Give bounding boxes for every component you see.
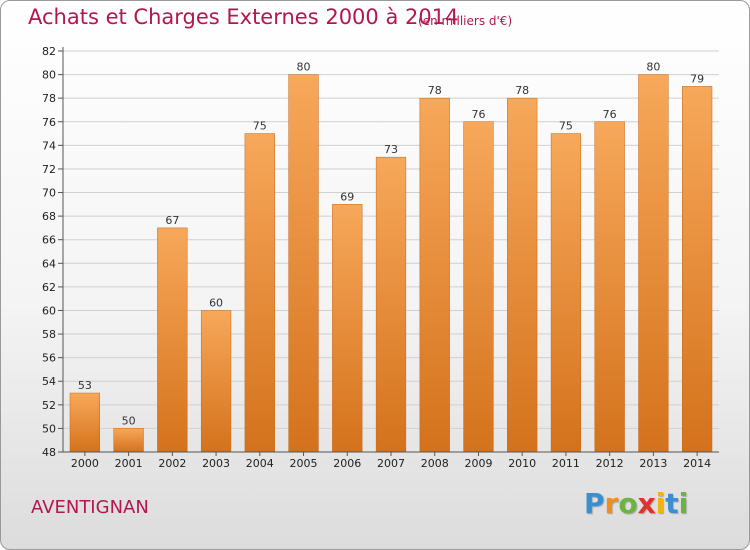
bar-2010 bbox=[507, 97, 538, 453]
y-tick-label: 48 bbox=[42, 446, 56, 459]
place-name: AVENTIGNAN bbox=[31, 497, 149, 518]
logo-letter: o bbox=[618, 487, 638, 520]
bar-2005 bbox=[288, 74, 319, 453]
logo-letter: x bbox=[637, 487, 656, 520]
data-label-2004: 75 bbox=[253, 120, 267, 133]
data-label-2001: 50 bbox=[122, 414, 136, 427]
x-tick-label: 2001 bbox=[115, 457, 143, 470]
x-tick-label: 2008 bbox=[421, 457, 449, 470]
y-tick-label: 68 bbox=[42, 210, 56, 223]
bar-2014 bbox=[682, 86, 713, 453]
y-tick-label: 60 bbox=[42, 304, 56, 317]
bar-2003 bbox=[200, 310, 232, 453]
data-label-2009: 76 bbox=[471, 108, 485, 121]
data-label-2008: 78 bbox=[428, 84, 442, 97]
x-tick-label: 2010 bbox=[508, 457, 536, 470]
bar-2009 bbox=[463, 121, 494, 453]
bar-2008 bbox=[419, 97, 450, 453]
data-label-2013: 80 bbox=[646, 61, 660, 74]
logo-letter: t bbox=[665, 487, 679, 520]
x-tick-label: 2005 bbox=[290, 457, 318, 470]
bar-2012 bbox=[594, 121, 625, 453]
data-label-2007: 73 bbox=[384, 143, 398, 156]
y-tick-label: 80 bbox=[42, 69, 56, 82]
data-label-2005: 80 bbox=[297, 61, 311, 74]
x-tick-label: 2013 bbox=[639, 457, 667, 470]
data-label-2011: 75 bbox=[559, 120, 573, 133]
data-label-2012: 76 bbox=[603, 108, 617, 121]
y-tick-label: 52 bbox=[42, 399, 56, 412]
y-tick-label: 70 bbox=[42, 187, 56, 200]
logo-letter: i bbox=[655, 487, 666, 520]
axes: 48 50 52 54 56 58 60 62 64 66 68 70 72 74 76 78 80 82 2000… bbox=[42, 45, 719, 470]
data-label-2002: 67 bbox=[165, 214, 179, 227]
y-tick-label: 66 bbox=[42, 234, 56, 247]
bar-2007 bbox=[375, 156, 407, 453]
x-tick-label: 2014 bbox=[683, 457, 711, 470]
data-label-2014: 79 bbox=[690, 72, 704, 85]
x-tick-label: 2003 bbox=[202, 457, 230, 470]
logo-letter: i bbox=[678, 487, 689, 520]
data-label-2003: 60 bbox=[209, 296, 223, 309]
y-tick-label: 56 bbox=[42, 352, 56, 365]
y-tick-label: 76 bbox=[42, 116, 56, 129]
bar-2011 bbox=[550, 133, 582, 453]
bar-2002 bbox=[157, 227, 188, 453]
logo-letter: r bbox=[604, 487, 619, 520]
y-tick-label: 74 bbox=[42, 139, 56, 152]
proxiti-logo: Proxiti bbox=[584, 487, 688, 520]
bar-2013 bbox=[638, 74, 669, 453]
chart-title: Achats et Charges Externes 2000 à 2014 bbox=[28, 5, 459, 29]
x-tick-label: 2000 bbox=[71, 457, 99, 470]
y-tick-label: 58 bbox=[42, 328, 56, 341]
x-tick-label: 2011 bbox=[552, 457, 580, 470]
bar-2000 bbox=[69, 392, 100, 453]
y-tick-label: 82 bbox=[42, 45, 56, 58]
bar-2006 bbox=[332, 204, 363, 453]
x-tick-label: 2012 bbox=[596, 457, 624, 470]
y-tick-label: 50 bbox=[42, 422, 56, 435]
chart-subtitle: (en milliers d'€) bbox=[418, 14, 513, 28]
x-tick-label: 2002 bbox=[158, 457, 186, 470]
bars: 53 50 67 60 75 80 69 73 78 76 78 75 76 80 79 bbox=[69, 61, 713, 453]
logo-letter: P bbox=[584, 487, 605, 520]
x-tick-label: 2009 bbox=[464, 457, 492, 470]
y-tick-label: 62 bbox=[42, 281, 56, 294]
data-label-2006: 69 bbox=[340, 190, 354, 203]
data-label-2010: 78 bbox=[515, 84, 529, 97]
bar-2001 bbox=[113, 428, 144, 453]
y-tick-label: 72 bbox=[42, 163, 56, 176]
bar-2004 bbox=[244, 133, 275, 453]
data-label-2000: 53 bbox=[78, 379, 92, 392]
y-tick-label: 64 bbox=[42, 257, 56, 270]
x-tick-label: 2004 bbox=[246, 457, 274, 470]
x-tick-label: 2006 bbox=[333, 457, 361, 470]
y-tick-label: 78 bbox=[42, 92, 56, 105]
x-tick-label: 2007 bbox=[377, 457, 405, 470]
y-tick-label: 54 bbox=[42, 375, 56, 388]
